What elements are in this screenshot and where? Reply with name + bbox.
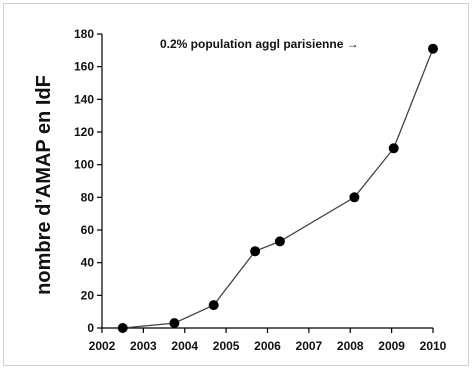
x-tick-label: 2002 <box>89 339 116 353</box>
series-line <box>122 48 434 329</box>
y-tick-label: 100 <box>74 158 94 172</box>
x-tick-label: 2007 <box>296 339 323 353</box>
data-point <box>208 300 219 311</box>
y-tick-label: 40 <box>81 256 95 270</box>
x-tick-label: 2009 <box>378 339 405 353</box>
chart-series <box>117 43 438 333</box>
y-tick-label: 180 <box>74 27 94 41</box>
y-tick-label: 20 <box>81 288 95 302</box>
chart-ticks: 0 20 40 60 80 100 120 140 160 180 2002 2003 2004 2005… <box>74 27 447 353</box>
chart-axes <box>101 34 433 329</box>
y-tick-label: 160 <box>74 60 94 74</box>
x-tick-label: 2005 <box>213 339 240 353</box>
data-point <box>388 143 399 154</box>
y-tick-label: 0 <box>87 321 94 335</box>
x-tick-label: 2008 <box>337 339 364 353</box>
data-point <box>274 236 285 247</box>
x-tick-label: 2004 <box>171 339 198 353</box>
y-tick-label: 80 <box>81 190 95 204</box>
x-tick-label: 2010 <box>420 339 447 353</box>
y-tick-label: 140 <box>74 92 94 106</box>
x-tick-label: 2006 <box>254 339 281 353</box>
data-point <box>349 192 360 203</box>
data-point <box>117 323 128 333</box>
data-point <box>250 246 261 257</box>
y-tick-label: 120 <box>74 125 94 139</box>
y-tick-label: 60 <box>81 223 95 237</box>
x-tick-label: 2003 <box>130 339 157 353</box>
data-point <box>428 43 438 54</box>
annotation-label: 0.2% population aggl parisienne → <box>160 37 359 51</box>
data-point <box>169 318 180 329</box>
y-axis-label: nombre d’AMAP en IdF <box>33 75 55 295</box>
chart-frame <box>3 3 469 366</box>
